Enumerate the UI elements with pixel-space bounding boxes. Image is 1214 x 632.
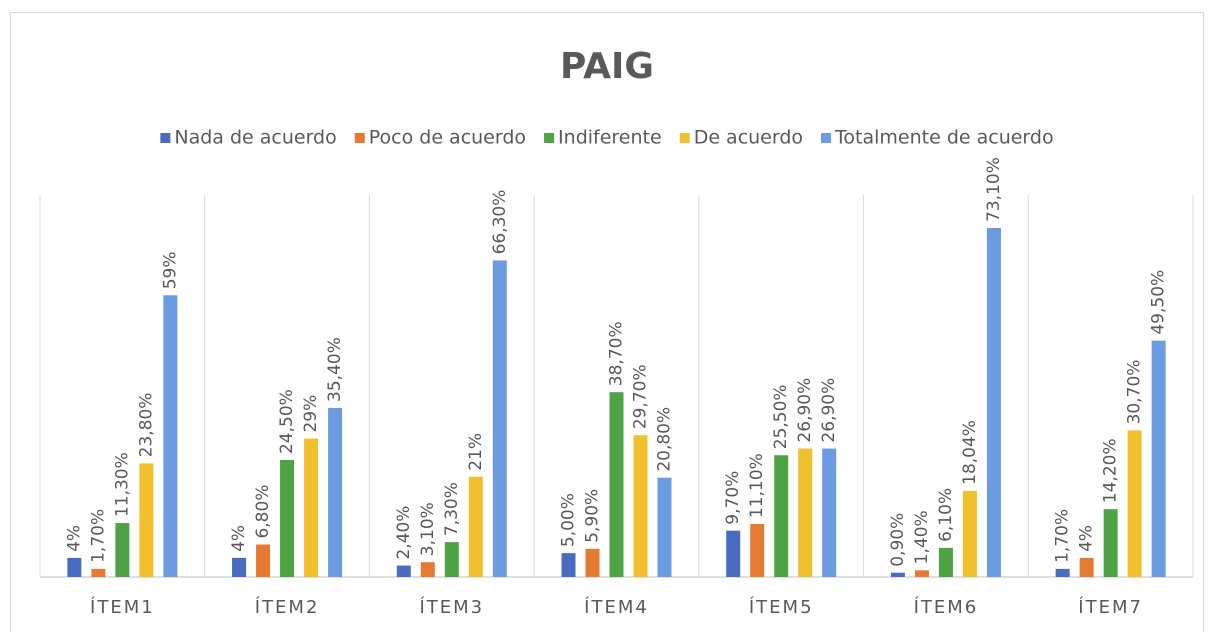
bar [750, 523, 765, 577]
data-label: 1,70% [1053, 509, 1073, 563]
bar [163, 295, 178, 577]
data-label: 30,70% [1125, 360, 1145, 425]
data-label: 35,40% [325, 337, 345, 402]
legend-label: De acuerdo [694, 127, 803, 149]
data-label: 66,30% [490, 190, 510, 255]
bar [1079, 557, 1094, 577]
data-label: 23,80% [136, 393, 156, 458]
x-tick-label: ÍTEM3 [419, 596, 484, 618]
data-label: 6,80% [253, 485, 273, 539]
legend-swatch [354, 133, 365, 143]
bar [420, 562, 435, 577]
data-label: 14,20% [1101, 438, 1121, 503]
bar [726, 530, 741, 577]
chart-title: PAIG [560, 46, 654, 87]
data-label: 6,10% [936, 488, 956, 542]
data-label: 21% [466, 433, 486, 471]
bar [938, 547, 953, 577]
data-label: 0,90% [888, 513, 908, 567]
bar [986, 227, 1001, 577]
bar [232, 557, 247, 577]
bar [1103, 509, 1118, 577]
data-label: 38,70% [607, 321, 627, 386]
bar [822, 448, 837, 577]
bar [914, 570, 929, 577]
bar [890, 572, 905, 577]
legend-swatch [160, 133, 171, 143]
legend-label: Poco de acuerdo [369, 127, 526, 149]
x-tick-label: ÍTEM2 [255, 596, 320, 618]
x-tick-label: ÍTEM4 [584, 596, 649, 618]
legend-label: Indiferente [558, 127, 662, 149]
data-label: 25,50% [771, 384, 791, 449]
data-label: 29% [301, 395, 321, 433]
data-label: 3,10% [418, 502, 438, 556]
chart-border [10, 12, 1204, 632]
legend-label: Nada de acuerdo [174, 127, 336, 149]
bar [561, 553, 576, 577]
legend-label: Totalmente de acuerdo [834, 127, 1054, 149]
legend-swatch [679, 133, 690, 143]
bar [585, 548, 600, 577]
data-label: 5,90% [583, 489, 603, 543]
bar [444, 542, 459, 577]
bar [633, 435, 648, 577]
x-tick-label: ÍTEM5 [749, 596, 814, 618]
legend-swatch [821, 133, 832, 143]
x-tick-label: ÍTEM1 [90, 596, 155, 618]
data-label: 2,40% [394, 506, 414, 560]
data-label: 4% [64, 525, 84, 552]
data-label: 9,70% [723, 471, 743, 525]
data-label: 26,90% [795, 378, 815, 443]
data-label: 4% [229, 525, 249, 552]
bar [1127, 430, 1142, 577]
data-label: 20,80% [655, 407, 675, 472]
data-label: 49,50% [1149, 270, 1169, 335]
data-label: 24,50% [277, 389, 297, 454]
bar [396, 565, 411, 577]
bar [609, 392, 624, 577]
x-tick-label: ÍTEM7 [1078, 596, 1143, 618]
data-label: 18,04% [960, 420, 980, 485]
data-label: 11,30% [112, 452, 132, 517]
data-label: 59% [160, 251, 180, 289]
data-label: 11,10% [747, 453, 767, 518]
bar [256, 544, 271, 577]
bar [657, 477, 672, 577]
bar [492, 260, 507, 577]
bar [280, 460, 295, 577]
bar [1055, 568, 1070, 577]
bar [115, 523, 130, 577]
data-label: 1,40% [912, 510, 932, 564]
data-label: 7,30% [442, 482, 462, 536]
bar [139, 463, 154, 577]
bar [91, 568, 106, 577]
bar [328, 407, 343, 577]
bar [468, 476, 483, 577]
bar [962, 490, 977, 577]
data-label: 4% [1077, 525, 1097, 552]
data-label: 29,70% [631, 364, 651, 429]
data-label: 73,10% [984, 157, 1004, 222]
legend-swatch [544, 133, 555, 143]
data-label: 26,90% [819, 378, 839, 443]
data-label: 1,70% [88, 509, 108, 563]
data-label: 5,00% [559, 493, 579, 547]
bar [798, 448, 813, 577]
x-tick-label: ÍTEM6 [914, 596, 979, 618]
bar [1151, 340, 1166, 577]
bar [304, 438, 319, 577]
bar [67, 557, 82, 577]
bar [774, 455, 789, 577]
